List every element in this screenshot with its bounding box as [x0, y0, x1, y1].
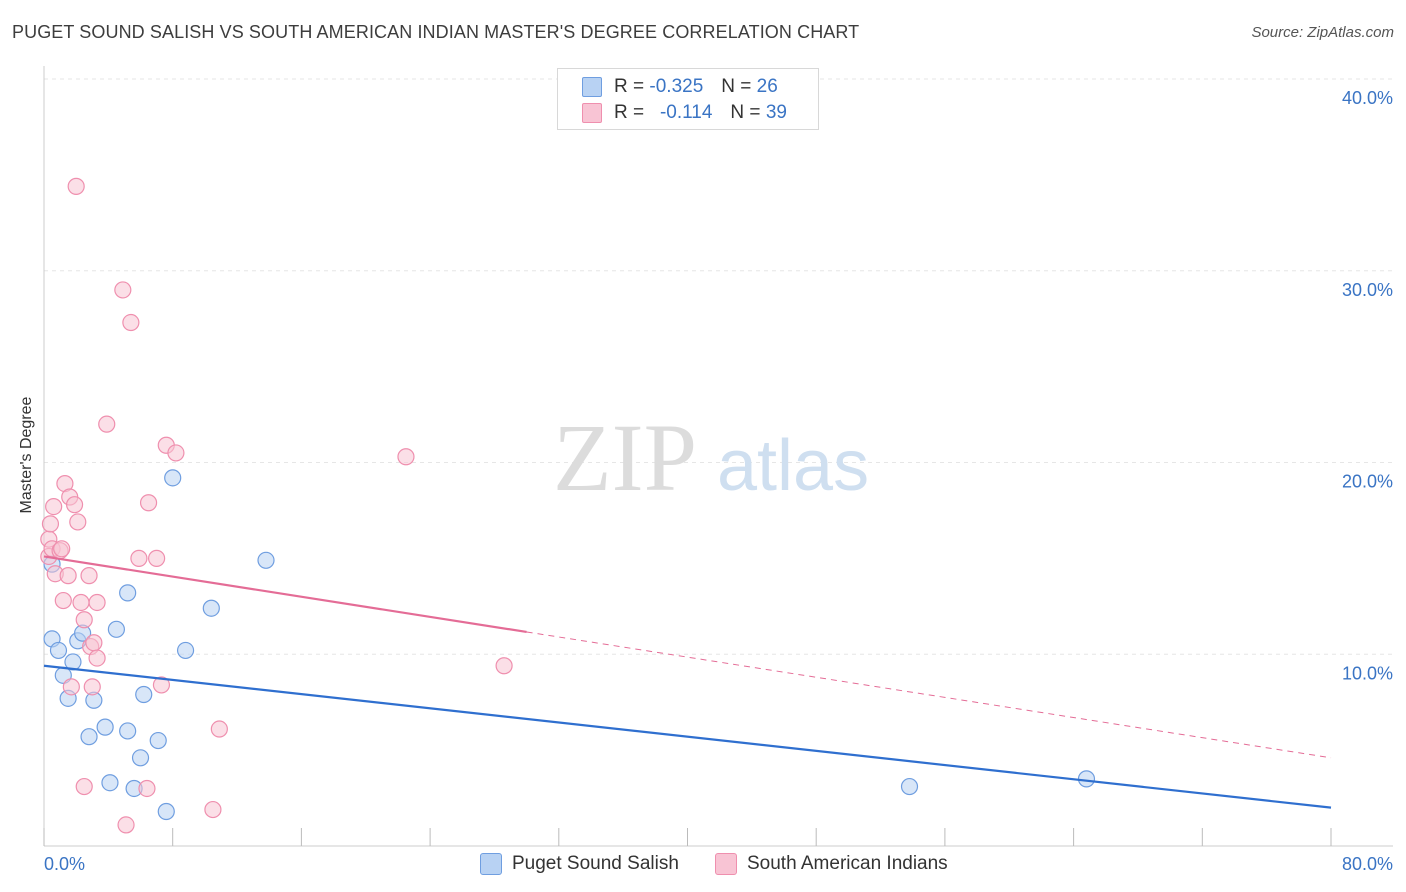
- bottom-legend-label-blue: Puget Sound Salish: [512, 853, 679, 874]
- point-0-18: [149, 731, 167, 750]
- point-1-17: [75, 611, 93, 629]
- point-1-10: [59, 567, 77, 585]
- point-0-22: [202, 599, 220, 617]
- point-0-10: [96, 718, 114, 736]
- point-0-20: [164, 469, 182, 487]
- point-1-18: [75, 777, 93, 796]
- point-1-31: [139, 494, 158, 512]
- legend-swatch-blue: [582, 77, 602, 97]
- trend-line-0: [43, 664, 1332, 809]
- point-1-26: [114, 281, 132, 299]
- y-tick-label-2: 30.0%: [1342, 280, 1393, 300]
- point-1-24: [88, 593, 106, 612]
- point-1-19: [80, 567, 98, 585]
- point-0-14: [119, 722, 137, 740]
- point-1-30: [138, 779, 156, 798]
- point-0-2: [49, 641, 68, 660]
- point-0-23: [257, 551, 275, 569]
- point-1-16: [72, 593, 90, 612]
- point-1-32: [148, 549, 166, 567]
- y-tick-label-3: 40.0%: [1342, 88, 1393, 108]
- legend-row-puget-sound-salish: R = -0.325 N = 26: [582, 75, 778, 99]
- legend-r-value: -0.114: [659, 102, 713, 123]
- point-1-2: [41, 515, 60, 533]
- trend-line-1: [43, 555, 527, 634]
- chart-title: PUGET SOUND SALISH VS SOUTH AMERICAN IND…: [12, 22, 860, 42]
- bottom-legend-label-pink: South American Indians: [747, 853, 948, 874]
- point-1-37: [210, 720, 228, 738]
- legend-r-label: R =: [614, 102, 645, 123]
- watermark-atlas: atlas: [717, 426, 869, 506]
- bottom-legend-puget-sound-salish: Puget Sound Salish: [480, 851, 679, 877]
- bottom-legend-swatch-blue: [480, 853, 502, 875]
- point-1-29: [130, 549, 148, 567]
- point-0-8: [80, 728, 98, 746]
- point-1-4: [45, 498, 63, 516]
- grid-lines: [44, 78, 1393, 655]
- point-0-19: [157, 802, 175, 821]
- point-1-28: [122, 313, 140, 332]
- bottom-legend-south-american-indians: South American Indians: [715, 851, 948, 877]
- bottom-legend-swatch-pink: [715, 853, 737, 875]
- legend-n-value: 26: [756, 76, 778, 97]
- point-1-14: [67, 177, 85, 195]
- point-1-25: [98, 415, 116, 433]
- point-1-27: [117, 816, 135, 834]
- point-1-23: [88, 649, 106, 667]
- point-1-13: [65, 496, 84, 514]
- x-tick-label-min: 0.0%: [44, 854, 85, 874]
- series-puget-sound-salish: [43, 469, 1096, 821]
- trend-line-extension-1: [526, 631, 1332, 759]
- legend-r-label: R =: [614, 76, 645, 97]
- point-0-24: [900, 777, 919, 796]
- point-1-7: [53, 540, 71, 558]
- legend-row-south-american-indians: R = -0.114 N = 39: [582, 101, 787, 125]
- point-0-13: [119, 584, 137, 602]
- trend-lines: [43, 555, 1332, 809]
- legend-n-value: 39: [765, 102, 787, 123]
- point-1-35: [167, 444, 185, 462]
- point-0-12: [107, 620, 125, 638]
- point-1-36: [204, 800, 222, 819]
- stats-legend: R = -0.325 N = 26 R = -0.114 N = 39: [557, 68, 819, 130]
- series-south-american-indians: [40, 177, 513, 834]
- legend-n-label: N =: [730, 102, 761, 123]
- point-1-21: [83, 678, 101, 696]
- point-0-17: [135, 685, 153, 704]
- point-0-25: [1077, 770, 1096, 788]
- point-1-15: [69, 513, 87, 531]
- point-0-11: [101, 774, 119, 792]
- x-tick-label-max: 80.0%: [1342, 854, 1393, 874]
- legend-swatch-pink: [582, 103, 602, 123]
- point-1-39: [495, 657, 513, 675]
- legend-r-value: -0.325: [649, 76, 704, 97]
- y-tick-label-1: 20.0%: [1342, 472, 1393, 492]
- point-1-38: [397, 448, 415, 466]
- watermark: ZIP atlas: [553, 404, 869, 511]
- y-tick-labels: 10.0% 20.0% 30.0% 40.0%: [1342, 88, 1393, 683]
- watermark-zip: ZIP: [553, 404, 697, 511]
- point-1-33: [152, 676, 171, 694]
- axes: [43, 66, 1393, 847]
- legend-n-label: N =: [721, 76, 752, 97]
- y-tick-label-0: 10.0%: [1342, 663, 1393, 683]
- point-1-12: [62, 678, 80, 696]
- point-1-22: [85, 634, 103, 652]
- point-0-21: [176, 641, 195, 660]
- point-0-16: [131, 749, 150, 767]
- source-label: Source: ZipAtlas.com: [1251, 24, 1394, 41]
- point-1-8: [54, 591, 72, 610]
